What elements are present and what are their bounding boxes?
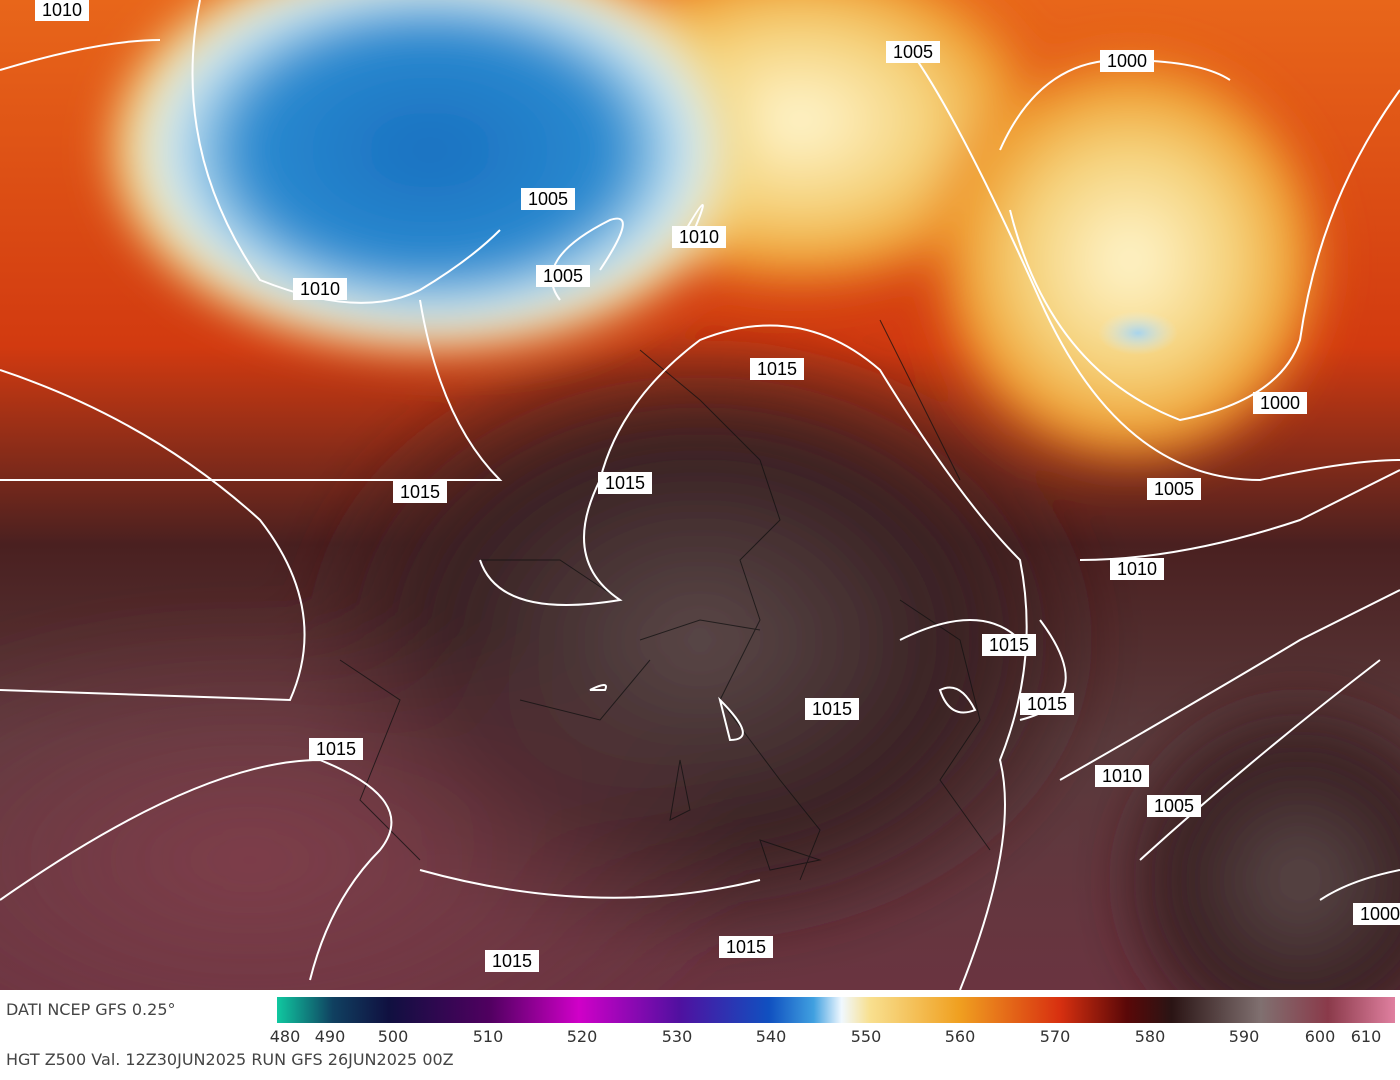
colorbar-ticks: 480 490 500 510 520 530 540 550 560 570 580 590 600 6… — [270, 1027, 1382, 1046]
isobar-label: 1015 — [316, 739, 356, 759]
isobar-label: 1005 — [543, 266, 583, 286]
isobar-label: 1005 — [1154, 479, 1194, 499]
colorbar-tick-label: 610 — [1351, 1027, 1382, 1046]
isobar-label: 1005 — [528, 189, 568, 209]
colorbar-tick-label: 540 — [756, 1027, 787, 1046]
label-box — [521, 188, 575, 210]
isobar-label: 1015 — [989, 635, 1029, 655]
colorbar-tick-label: 590 — [1229, 1027, 1260, 1046]
label-box — [886, 41, 940, 63]
label-box — [1020, 693, 1074, 715]
colorbar-tick-label: 510 — [473, 1027, 504, 1046]
isobar-labels: 1010 1005 1000 1005 1010 1005 1010 1015 1000 1015… — [35, 0, 1400, 972]
isobar-label: 1015 — [726, 937, 766, 957]
label-box — [719, 936, 773, 958]
isobar-label: 1000 — [1360, 904, 1400, 924]
label-box — [598, 472, 652, 494]
isobar-label: 1010 — [42, 0, 82, 20]
caption-text: HGT Z500 Val. 12Z30JUN2025 RUN GFS 26JUN… — [6, 1050, 454, 1069]
label-box — [1100, 50, 1154, 72]
isobar-label: 1005 — [893, 42, 933, 62]
isobar-label: 1015 — [605, 473, 645, 493]
colorbar-tick-label: 480 — [270, 1027, 301, 1046]
label-box — [536, 265, 590, 287]
isobar-label: 1015 — [492, 951, 532, 971]
isobar-label: 1005 — [1154, 796, 1194, 816]
label-box — [393, 481, 447, 503]
label-box — [1095, 765, 1149, 787]
colorbar-tick-label: 550 — [851, 1027, 882, 1046]
isobar-label: 1000 — [1107, 51, 1147, 71]
colorbar-tick-label: 530 — [662, 1027, 693, 1046]
isobar-label: 1010 — [1102, 766, 1142, 786]
isobar-label: 1010 — [679, 227, 719, 247]
label-box — [805, 698, 859, 720]
label-box — [672, 226, 726, 248]
label-box — [485, 950, 539, 972]
colorbar-tick-label: 500 — [378, 1027, 409, 1046]
isobar-label: 1015 — [1027, 694, 1067, 714]
colorbar-tick-label: 580 — [1135, 1027, 1166, 1046]
colorbar-tick-label: 490 — [315, 1027, 346, 1046]
source-text: DATI NCEP GFS 0.25° — [6, 1000, 176, 1019]
label-box — [1353, 903, 1400, 925]
label-box — [1147, 478, 1201, 500]
label-box — [1253, 392, 1307, 414]
colorbar-tick-label: 570 — [1040, 1027, 1071, 1046]
isobar-label: 1010 — [1117, 559, 1157, 579]
colorbar — [277, 997, 1395, 1023]
label-box — [982, 634, 1036, 656]
colorbar-tick-label: 600 — [1305, 1027, 1336, 1046]
label-box — [1110, 558, 1164, 580]
label-box — [293, 278, 347, 300]
label-box — [309, 738, 363, 760]
colorbar-tick-label: 560 — [945, 1027, 976, 1046]
isobar-label: 1010 — [300, 279, 340, 299]
isobar-label: 1015 — [812, 699, 852, 719]
isobar-label: 1000 — [1260, 393, 1300, 413]
label-box — [750, 358, 804, 380]
colorbar-tick-label: 520 — [567, 1027, 598, 1046]
isobar-label: 1015 — [757, 359, 797, 379]
label-box — [1147, 795, 1201, 817]
label-box — [35, 0, 89, 21]
isobar-label: 1015 — [400, 482, 440, 502]
